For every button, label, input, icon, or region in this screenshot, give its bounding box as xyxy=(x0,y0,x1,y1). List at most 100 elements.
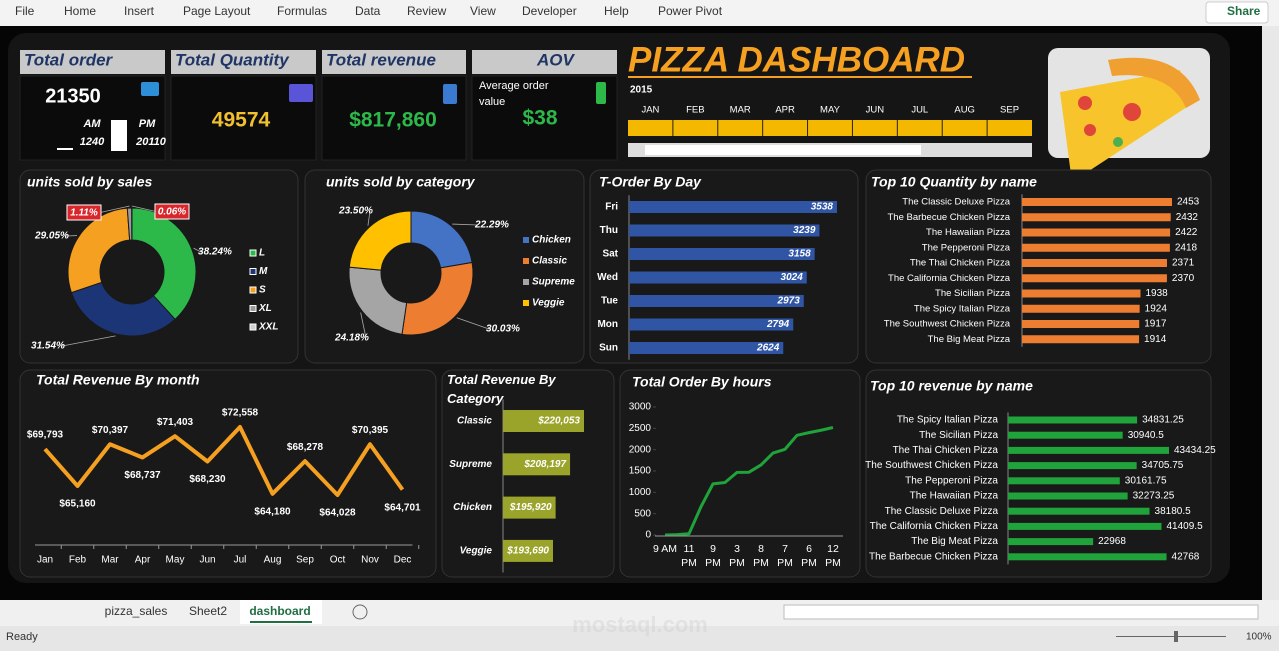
data-label: 32273.25 xyxy=(1133,491,1175,502)
donut-slice xyxy=(348,210,412,271)
cart-icon xyxy=(141,82,159,96)
menu-item[interactable]: Data xyxy=(355,4,381,18)
vertical-scrollbar[interactable] xyxy=(1262,26,1279,600)
panel xyxy=(589,169,859,364)
zoom-slider[interactable] xyxy=(1116,636,1226,637)
share-button[interactable] xyxy=(1205,1,1269,24)
menu-item[interactable]: Review xyxy=(407,4,447,18)
money-icon xyxy=(443,84,457,104)
bar xyxy=(1022,213,1171,222)
donut-slice xyxy=(401,261,474,336)
active-tab[interactable] xyxy=(240,600,322,624)
menu-item[interactable]: Power Pivot xyxy=(658,4,723,18)
legend-swatch xyxy=(523,279,529,285)
category-label: Thu xyxy=(600,225,618,236)
category-label: The Big Meat Pizza xyxy=(928,334,1011,345)
timeline-month: SEP xyxy=(1000,105,1019,116)
kpi-title: Total order xyxy=(24,50,114,69)
data-label: 3024 xyxy=(781,272,804,283)
data-label: 30940.5 xyxy=(1128,430,1165,441)
bar xyxy=(1022,228,1171,237)
sheet-tab[interactable]: dashboard xyxy=(249,604,310,618)
data-label: 2794 xyxy=(766,319,790,330)
leader-line xyxy=(193,247,202,253)
data-label: 34831.25 xyxy=(1142,415,1184,426)
data-label: $64,701 xyxy=(384,502,421,513)
sheet-tab[interactable]: pizza_sales xyxy=(105,604,168,618)
category-label: The Pepperoni Pizza xyxy=(905,475,998,486)
chart-title: units sold by sales xyxy=(27,174,152,190)
menu-item[interactable]: Formulas xyxy=(277,4,327,18)
legend-label: Classic xyxy=(532,256,567,267)
data-label: 22.29% xyxy=(474,220,509,231)
category-label: The Hawaiian Pizza xyxy=(926,227,1011,238)
pepper xyxy=(1113,137,1123,147)
kpi-header xyxy=(322,50,466,74)
timeline-month: MAY xyxy=(820,105,841,116)
zoom-thumb[interactable] xyxy=(1174,631,1178,642)
bar xyxy=(629,201,837,213)
legend-swatch xyxy=(249,268,257,275)
category-label: Supreme xyxy=(449,459,492,470)
bar xyxy=(629,342,784,354)
category-label: Sat xyxy=(602,249,618,260)
bar xyxy=(1008,462,1137,470)
x-tick-label: Dec xyxy=(394,555,412,566)
ribbon xyxy=(0,0,1279,26)
kpi-body xyxy=(19,75,166,161)
data-label: 30.03% xyxy=(486,324,520,335)
kpi-title: Total revenue xyxy=(326,50,436,69)
bar xyxy=(503,410,584,432)
category-label: The Big Meat Pizza xyxy=(911,536,998,547)
menu-item[interactable]: Insert xyxy=(124,4,155,18)
legend-label: S xyxy=(259,285,266,296)
data-label: 23.50% xyxy=(338,206,373,217)
add-sheet[interactable] xyxy=(352,604,368,620)
chart-title: Top 10 revenue by name xyxy=(870,378,1033,394)
data-label: 2453 xyxy=(1177,197,1200,208)
x-tick-label: Feb xyxy=(69,555,87,566)
kpi-header xyxy=(20,50,165,74)
sheet-tab[interactable]: Sheet2 xyxy=(189,604,227,618)
x-tick-label: Apr xyxy=(135,555,151,566)
tab-underline xyxy=(250,621,312,623)
bar xyxy=(503,496,556,519)
menu-item[interactable]: File xyxy=(15,4,35,18)
data-label: 0.06% xyxy=(158,207,186,218)
y-tick-label: 0 xyxy=(645,530,651,541)
category-label: The Barbecue Chicken Pizza xyxy=(869,551,998,562)
category-label: Tue xyxy=(601,296,618,307)
scroll-thumb[interactable] xyxy=(645,145,921,155)
menu-item[interactable]: View xyxy=(470,4,496,18)
data-label: 24.18% xyxy=(334,333,369,344)
data-label: 1914 xyxy=(1144,334,1167,345)
bar xyxy=(629,295,804,307)
x-tick-label: Sep xyxy=(296,555,314,566)
timeline-bar[interactable] xyxy=(628,120,1032,136)
data-label: $68,737 xyxy=(124,470,161,481)
menu-item[interactable]: Page Layout xyxy=(183,4,251,18)
menu-item[interactable]: Home xyxy=(64,4,96,18)
kpi-title: AOV xyxy=(536,50,576,69)
bar xyxy=(1008,538,1094,546)
data-label: 38180.5 xyxy=(1155,506,1192,517)
share-label[interactable]: Share xyxy=(1227,4,1261,18)
kpi-header xyxy=(472,50,617,74)
data-label: $64,180 xyxy=(254,506,291,517)
data-label: 2432 xyxy=(1176,212,1199,223)
category-label: Fri xyxy=(605,202,618,213)
data-label: 2973 xyxy=(777,296,801,307)
data-label: 41409.5 xyxy=(1166,521,1203,532)
y-tick-label: 1500 xyxy=(629,466,652,477)
data-label: $72,558 xyxy=(222,408,259,419)
kpi-cards: Total order Total Quantity Total revenue… xyxy=(19,50,618,161)
bar xyxy=(1008,492,1128,500)
legend-label: M xyxy=(259,266,268,277)
kpi-title: Total Quantity xyxy=(175,50,290,69)
menu-item[interactable]: Help xyxy=(604,4,629,18)
category-label: The Barbecue Chicken Pizza xyxy=(887,212,1010,223)
category-label: The Spicy Italian Pizza xyxy=(914,303,1011,314)
horizontal-scrollbar[interactable] xyxy=(783,604,1259,620)
menu-item[interactable]: Developer xyxy=(522,4,577,18)
bar xyxy=(1022,274,1167,283)
